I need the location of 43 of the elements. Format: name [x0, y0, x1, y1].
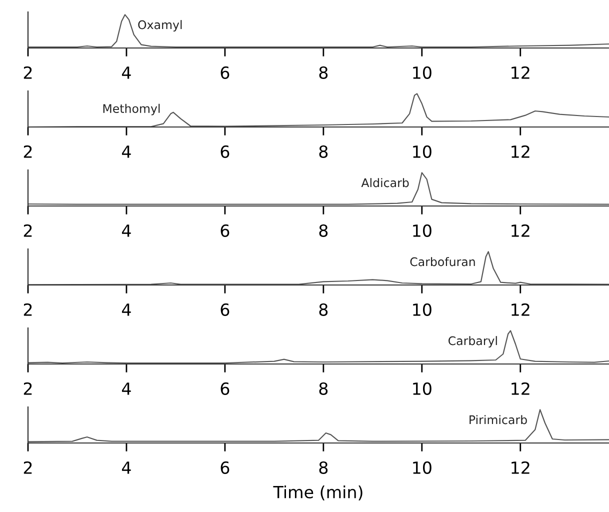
- x-tick-label: 10: [413, 382, 432, 395]
- x-tick-label: 4: [122, 462, 131, 474]
- x-tick-label: 8: [319, 66, 328, 79]
- x-tick-label: 6: [220, 145, 230, 158]
- x-tick-label: 2: [24, 145, 32, 158]
- x-tick-label: 10: [413, 145, 432, 158]
- x-axis-title: Time (min): [273, 486, 362, 500]
- x-tick-label: 4: [122, 224, 131, 237]
- x-tick-label: 12: [512, 461, 530, 474]
- annotation: Carbaryl: [448, 336, 497, 348]
- x-tick-label: 6: [220, 66, 230, 79]
- x-tick-label: 8: [319, 224, 328, 237]
- x-tick-label: 12: [512, 66, 530, 79]
- x-tick-label: 12: [512, 145, 530, 158]
- x-tick-label: 2: [24, 224, 32, 237]
- x-tick-label: 2: [24, 66, 32, 79]
- x-tick-label: 4: [122, 304, 131, 316]
- x-tick-label: 10: [413, 66, 432, 79]
- x-tick-label: 2: [24, 461, 32, 474]
- x-tick-label: 12: [512, 224, 530, 237]
- x-tick-label: 6: [220, 224, 230, 237]
- x-tick-label: 12: [512, 382, 530, 395]
- x-tick-label: 6: [220, 303, 230, 316]
- x-tick-label: 6: [220, 461, 230, 474]
- annotation: Aldicarb: [361, 178, 409, 188]
- annotation: Oxamyl: [138, 20, 182, 32]
- x-tick-label: 8: [319, 461, 328, 474]
- x-tick-label: 8: [319, 303, 328, 316]
- x-tick-label: 2: [24, 303, 32, 316]
- x-tick-label: 6: [220, 382, 230, 395]
- annotation: Carbofuran: [410, 257, 475, 266]
- x-tick-label: 2: [24, 382, 32, 395]
- x-tick-label: 4: [122, 146, 131, 158]
- x-tick-label: 12: [512, 303, 530, 316]
- x-tick-label: 10: [413, 224, 432, 237]
- x-tick-label: 4: [122, 382, 131, 395]
- x-tick-label: 4: [122, 66, 131, 79]
- annotation: Methomyl: [103, 104, 160, 116]
- x-tick-label: 8: [319, 382, 328, 395]
- annotation: Pirimicarb: [470, 415, 527, 424]
- x-tick-label: 10: [413, 303, 432, 316]
- x-tick-label: 10: [413, 461, 432, 474]
- x-tick-label: 8: [319, 145, 328, 158]
